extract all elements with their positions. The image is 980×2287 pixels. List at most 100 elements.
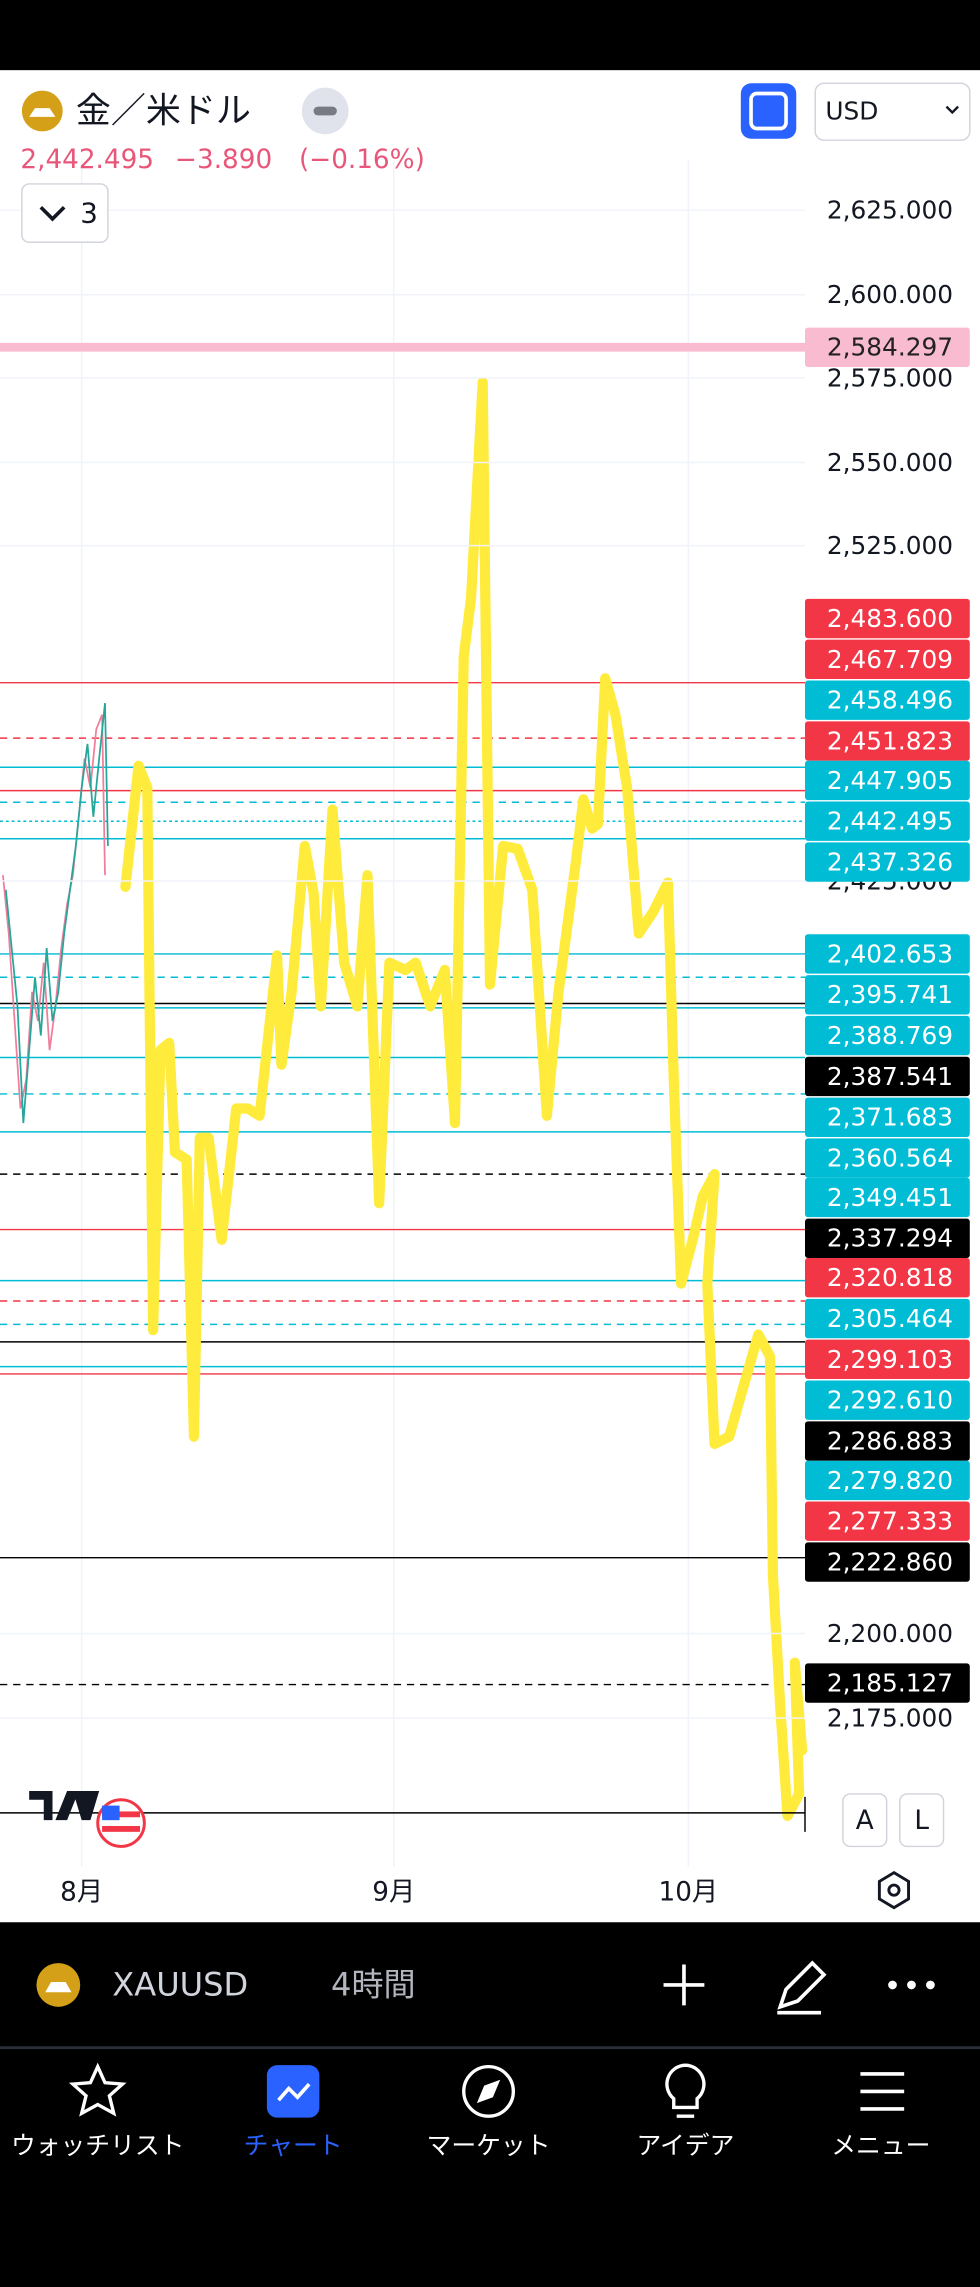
add-button[interactable] [663,1964,705,2006]
ideas-icon[interactable] [665,2063,706,2118]
price-tag-label: 2,467.709 [827,645,953,674]
price-tag-label: 2,395.741 [827,980,953,1009]
price-tag [805,639,970,680]
nav-label[interactable]: チャート [244,2131,343,2160]
watchlist-icon[interactable] [68,2062,127,2117]
status-icon [313,106,337,116]
markets-needle [476,2079,501,2104]
price-tag [805,1097,970,1137]
price-tag-label: 2,320.818 [827,1263,953,1292]
nav-label[interactable]: アイデア [636,2131,734,2160]
price-tag-label: 2,483.600 [827,604,953,633]
price-tag-label: 2,286.883 [827,1426,953,1455]
tv-logo [29,1791,100,1821]
nav-label[interactable]: マーケット [427,2131,551,2160]
fullscreen-icon [749,91,788,131]
settings-button[interactable] [877,1870,910,1910]
price-tag-label: 2,451.823 [827,726,953,755]
price-tag [805,934,970,974]
price-tag-label: 2,458.496 [827,686,953,715]
price-tag-label: 2,388.769 [827,1021,953,1050]
markets-icon[interactable] [462,2064,516,2118]
price-tag-label: 2,360.564 [827,1144,953,1173]
price-tag-label: 2,437.326 [827,848,953,877]
scale-button[interactable] [899,1793,945,1848]
price-axis: 2,625.000 2,600.000 2,575.000 2,550.000 2,52… [0,196,953,1733]
price-axis-label: 2,625.000 [827,196,953,225]
price-tag [805,1298,970,1339]
price-tag [805,1339,970,1380]
menu-icon[interactable] [860,2072,905,2111]
grid [80,160,690,1867]
price-tag-label: 2,299.103 [827,1345,953,1374]
scale-button[interactable] [842,1793,888,1848]
interval[interactable]: 4時間 [331,1965,416,2003]
time-axis: 8月 9月 10月 [60,1878,718,1908]
price-tag-label: 2,402.653 [827,939,953,968]
draw-button[interactable] [777,1960,827,2015]
hand-drawn-line [120,377,808,1821]
price-tag [805,1460,970,1501]
more-button[interactable] [888,1980,935,1990]
time-axis-label: 9月 [372,1878,415,1908]
indicator-count: 3 [80,197,98,230]
flag-stripe [102,1811,140,1818]
indicator-toggle[interactable] [21,183,109,243]
time-axis-label: 10月 [659,1878,719,1908]
price-axis-label: 2,575.000 [827,363,953,392]
currency-chevron [945,105,959,115]
symbol-code[interactable]: XAUUSD [112,1965,248,2003]
price-tag [805,1015,970,1056]
price-change-percent: (−0.16%) [299,145,425,175]
gold-icon-bars [29,108,56,117]
price-tag [805,1138,970,1178]
price-tag [805,1056,970,1097]
price-tag [805,760,970,801]
scale-button-label: A [856,1806,874,1836]
price-tag [805,1218,970,1258]
price-tags: 2,584.297 2,483.600 2,467.709 2,458.496 2,45… [805,327,970,1703]
price-change: −3.890 [175,145,272,175]
price-tag-label: 2,349.451 [827,1183,953,1212]
nav-label[interactable]: ウォッチリスト [11,2131,184,2160]
price-tag [805,721,970,761]
price-tag-label: 2,371.683 [827,1103,953,1132]
chart-icon-line [277,2082,311,2102]
flag-stripe [102,1826,140,1832]
price-tag [805,1542,970,1582]
price-tag-label: 2,584.297 [827,333,953,362]
price-tag-label: 2,442.495 [827,807,953,836]
symbol-name[interactable]: 金／米ドル [76,91,251,131]
price-axis-label: 2,550.000 [827,448,953,477]
price-tag-label: 2,305.464 [827,1304,953,1333]
price-tag-label: 2,277.333 [827,1507,953,1536]
currency-select[interactable] [814,82,971,141]
price-tag [805,327,970,367]
price-axis-label: 2,525.000 [827,531,953,560]
price-tag-label: 2,337.294 [827,1224,953,1253]
currency-label: USD [825,96,878,125]
price-tag [805,801,970,841]
price-tag [805,975,970,1015]
nav-label[interactable]: メニュー [831,2131,930,2160]
candles-up [4,702,109,1124]
price-tag [805,1257,970,1298]
price-tag [805,680,970,720]
price-tag-label: 2,279.820 [827,1466,953,1495]
price-tag-label: 2,185.127 [827,1669,953,1698]
settings-icon [887,1883,901,1897]
price-tag-label: 2,447.905 [827,766,953,795]
symbol-icon-bars [45,1982,72,1993]
price-tag [805,842,970,882]
price-tag-label: 2,387.541 [827,1062,953,1091]
price-axis-label: 2,175.000 [827,1704,953,1733]
price-tag [805,1380,970,1420]
price-tag [805,1177,970,1218]
fullscreen-button[interactable] [740,83,797,139]
price-tag-label: 2,292.610 [827,1386,953,1415]
price-tag [805,1501,970,1541]
